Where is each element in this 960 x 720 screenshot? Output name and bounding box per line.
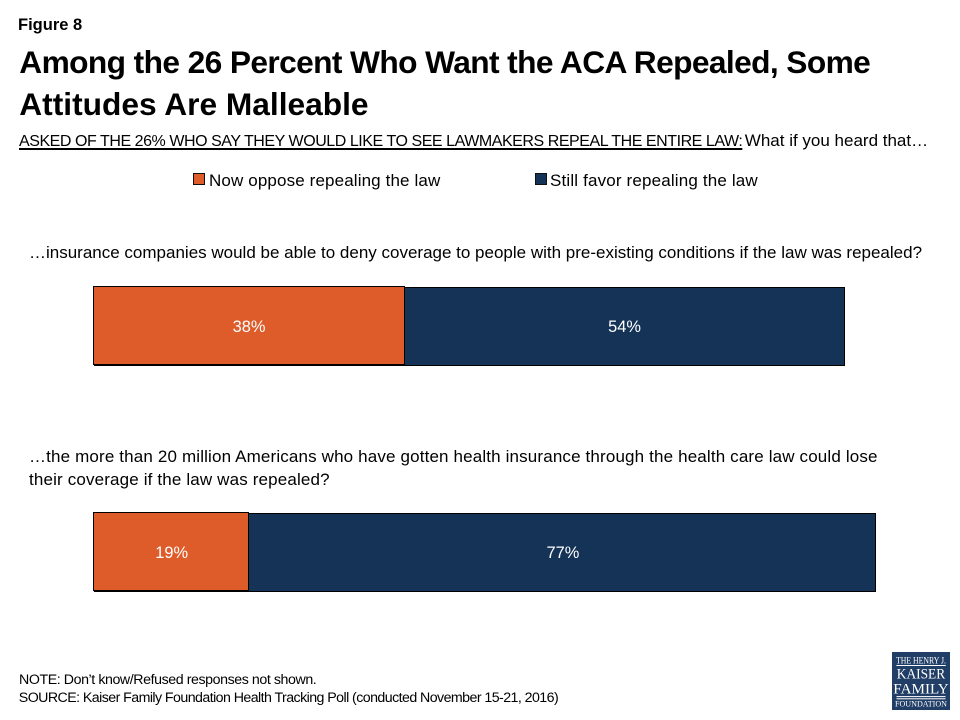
svg-text:FAMILY: FAMILY (893, 681, 949, 697)
svg-text:FOUNDATION: FOUNDATION (895, 700, 947, 709)
svg-text:THE HENRY J.: THE HENRY J. (896, 655, 946, 665)
svg-text:KAISER: KAISER (897, 666, 946, 682)
